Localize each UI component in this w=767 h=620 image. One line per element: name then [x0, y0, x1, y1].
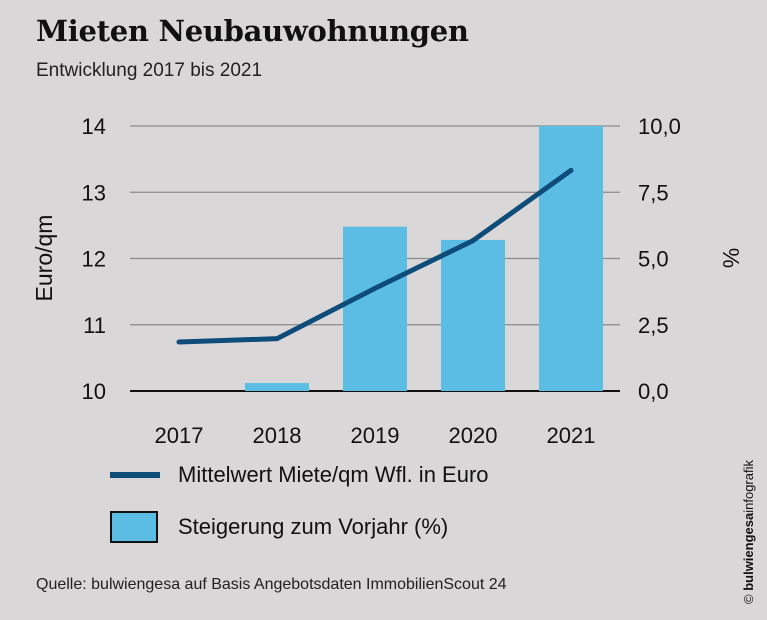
- y-left-tick-label: 11: [83, 313, 106, 338]
- bar-2019: [343, 226, 407, 391]
- line-point-2019: [372, 285, 378, 291]
- y-right-tick-label: 5,0: [638, 247, 669, 272]
- legend-line-swatch: [110, 472, 160, 478]
- line-point-2017: [176, 339, 182, 345]
- y-right-tick-label: 2,5: [638, 313, 669, 338]
- bar-2018: [245, 383, 309, 391]
- line-point-2020: [470, 238, 476, 244]
- y-left-tick-label: 13: [82, 180, 106, 205]
- y-left-tick-label: 14: [82, 114, 106, 139]
- y-right-tick-label: 0,0: [638, 379, 669, 404]
- x-tick-label-2021: 2021: [547, 423, 596, 448]
- line-point-2021: [568, 167, 574, 173]
- credit-suffix: infografik: [741, 460, 756, 513]
- y-left-tick-label: 10: [82, 379, 106, 404]
- y-right-tick-label: 10,0: [638, 114, 681, 139]
- y-axis-right-label: %: [718, 248, 744, 268]
- chart-subtitle: Entwicklung 2017 bis 2021: [36, 60, 263, 81]
- credit-brand: bulwiengesa: [741, 512, 756, 591]
- x-tick-label-2018: 2018: [253, 423, 302, 448]
- credit-prefix: ©: [741, 590, 756, 604]
- line-point-2018: [274, 336, 280, 342]
- x-tick-label-2020: 2020: [449, 423, 498, 448]
- y-axis-left-label: Euro/qm: [31, 215, 57, 302]
- legend-bar-swatch: [110, 511, 158, 543]
- x-tick-label-2019: 2019: [351, 423, 400, 448]
- x-tick-label-2017: 2017: [155, 423, 204, 448]
- bar-2020: [441, 239, 505, 391]
- source-note: Quelle: bulwiengesa auf Basis Angebotsda…: [36, 576, 507, 593]
- legend-item-bar: Steigerung zum Vorjahr (%): [110, 511, 448, 543]
- legend-bar-label: Steigerung zum Vorjahr (%): [178, 514, 449, 539]
- bar-2021: [539, 126, 603, 391]
- chart-title: Mieten Neubauwohnungen: [36, 14, 469, 48]
- copyright-credit: © bulwiengesainfografik: [741, 460, 756, 604]
- y-left-tick-label: 12: [82, 247, 106, 272]
- y-right-tick-label: 7,5: [638, 180, 669, 205]
- chart-svg: 10 11 12 13 14 0,0 2,5 5,0 7,5 10,0 2017 2018 2019 20…: [31, 114, 744, 448]
- legend-item-line: Mittelwert Miete/qm Wfl. in Euro: [110, 462, 489, 488]
- legend-line-label: Mittelwert Miete/qm Wfl. in Euro: [178, 462, 489, 487]
